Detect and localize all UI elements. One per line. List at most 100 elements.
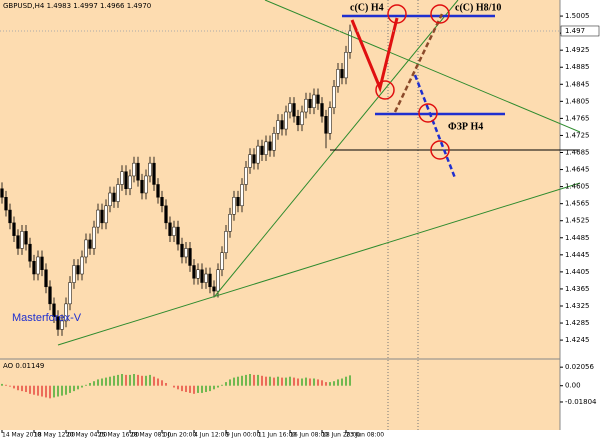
candle-body bbox=[28, 243, 32, 262]
candle-body bbox=[0, 188, 4, 198]
annotation: c(C) H4 bbox=[350, 2, 384, 13]
candle-body bbox=[120, 171, 124, 185]
candle-body bbox=[248, 154, 252, 168]
candle-body bbox=[288, 103, 292, 113]
candle-body bbox=[276, 120, 280, 134]
candle-body bbox=[212, 286, 216, 292]
x-tick-label: 16 Jun 08:00 bbox=[290, 432, 328, 439]
candle-body bbox=[144, 175, 148, 194]
y-tick-label: 1.4285 bbox=[565, 319, 590, 327]
candle-body bbox=[44, 269, 48, 288]
y-tick-label: 1.4725 bbox=[565, 131, 590, 139]
candle-body bbox=[180, 243, 184, 258]
candle-body bbox=[88, 239, 92, 249]
candle-body bbox=[160, 197, 164, 207]
candle-body bbox=[128, 175, 132, 189]
candle-body bbox=[84, 239, 88, 258]
x-tick-label: 14 May 2010 bbox=[2, 432, 41, 439]
candle-body bbox=[296, 116, 300, 126]
y-tick-label: 1.4445 bbox=[565, 251, 590, 259]
y-tick-label: 1.4685 bbox=[565, 149, 590, 157]
candle-body bbox=[20, 231, 24, 249]
candle-body bbox=[124, 171, 128, 189]
candle-body bbox=[204, 273, 208, 283]
x-tick-label: 20 May 04:00 bbox=[66, 432, 107, 439]
candle-body bbox=[12, 222, 16, 236]
y-tick-label: 1.4485 bbox=[565, 234, 590, 242]
candle-body bbox=[148, 162, 152, 177]
candle-body bbox=[164, 205, 168, 224]
candle-body bbox=[8, 209, 12, 224]
last-price-label: 1.497 bbox=[565, 27, 585, 35]
projection-line bbox=[393, 13, 444, 113]
y-tick-label: 0.00 bbox=[565, 382, 581, 390]
x-tick-label: 11 Jun 16:00 bbox=[258, 432, 296, 439]
candle-body bbox=[64, 303, 68, 322]
candle-body bbox=[80, 256, 84, 275]
candle-body bbox=[172, 226, 176, 236]
y-tick-label: 1.4565 bbox=[565, 200, 590, 208]
candle-body bbox=[316, 94, 320, 104]
candle-body bbox=[152, 162, 156, 185]
candle-body bbox=[344, 52, 348, 79]
candle-body bbox=[24, 231, 28, 245]
y-tick-label: 1.5005 bbox=[565, 12, 590, 20]
candle-body bbox=[320, 103, 324, 117]
candle-body bbox=[216, 269, 220, 292]
candle-body bbox=[228, 214, 232, 232]
annotation: ФЗР H4 bbox=[448, 121, 483, 132]
candle-body bbox=[324, 116, 328, 134]
candle-body bbox=[264, 141, 268, 155]
candle-body bbox=[32, 260, 36, 275]
candle-body bbox=[200, 269, 204, 283]
candle-body bbox=[224, 231, 228, 253]
candle-body bbox=[348, 30, 352, 53]
v-pattern bbox=[350, 17, 399, 93]
candle-body bbox=[304, 98, 308, 113]
y-tick-label: 1.4805 bbox=[565, 97, 590, 105]
candle-body bbox=[300, 111, 304, 126]
y-tick-label: 1.4325 bbox=[565, 302, 590, 310]
candle-body bbox=[52, 303, 56, 317]
trend-line bbox=[57, 182, 581, 346]
candle-body bbox=[96, 209, 100, 228]
candle-body bbox=[208, 273, 212, 288]
candle-body bbox=[260, 145, 264, 155]
x-tick-label: 1 Jun 20:00 bbox=[162, 432, 196, 439]
chart-title: GBPUSD,H4 1.4983 1.4997 1.4966 1.4970 bbox=[3, 2, 151, 10]
y-tick-label: 1.4885 bbox=[565, 63, 590, 71]
candle-body bbox=[176, 226, 180, 245]
y-tick-label: 1.4405 bbox=[565, 268, 590, 276]
candle-body bbox=[100, 209, 104, 224]
candle-body bbox=[236, 197, 240, 207]
last-price-box bbox=[560, 25, 600, 37]
annotation: c(C) H8/10 bbox=[455, 2, 501, 13]
plot-background bbox=[0, 0, 560, 430]
marker-circle bbox=[430, 4, 450, 24]
candle-body bbox=[188, 248, 192, 266]
candle-body bbox=[272, 133, 276, 151]
candle-body bbox=[196, 269, 200, 279]
marker-circle bbox=[418, 103, 438, 123]
y-tick-label: 1.4645 bbox=[565, 166, 590, 174]
candle-body bbox=[308, 98, 312, 108]
candle-body bbox=[332, 86, 336, 108]
candle-body bbox=[240, 184, 244, 207]
y-tick-label: 1.4765 bbox=[565, 114, 590, 122]
candle-body bbox=[184, 248, 188, 258]
candle-body bbox=[256, 145, 260, 164]
candle-body bbox=[340, 69, 344, 79]
projection-line bbox=[413, 74, 457, 179]
candle-body bbox=[336, 69, 340, 87]
y-tick-label: 1.4845 bbox=[565, 80, 590, 88]
x-tick-label: 18 May 12:00 bbox=[34, 432, 75, 439]
candle-body bbox=[4, 197, 8, 211]
marker-circle bbox=[430, 140, 450, 160]
candle-body bbox=[112, 192, 116, 202]
y-tick-label: 1.4525 bbox=[565, 217, 590, 225]
candle-body bbox=[140, 179, 144, 194]
marker-circle bbox=[387, 4, 407, 24]
candle-body bbox=[168, 222, 172, 236]
trend-line bbox=[214, 0, 459, 297]
